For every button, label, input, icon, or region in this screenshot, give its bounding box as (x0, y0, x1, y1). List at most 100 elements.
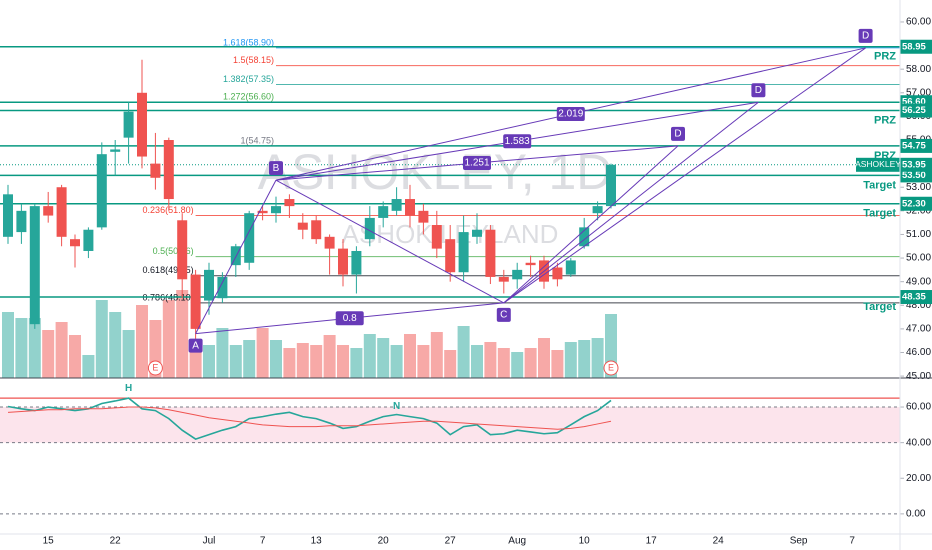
pattern-point-box (858, 28, 873, 43)
volume-bar (444, 350, 457, 378)
ratio-label: 2.019 (558, 109, 583, 120)
candle-body (391, 199, 402, 211)
divergence-label: H (125, 383, 132, 394)
candle-body (257, 210, 268, 214)
fib-label: 1.382(57.35) (223, 74, 274, 84)
level-tag-label: 58.95 (902, 41, 926, 52)
volume-bar (203, 345, 215, 378)
volume-bar (578, 340, 591, 378)
volume-bar (296, 343, 309, 378)
x-tick-label: 20 (378, 536, 390, 547)
volume-bar (270, 340, 282, 378)
y-tick-label: 46.00 (906, 347, 931, 358)
volume-bar (69, 335, 81, 378)
candle-body (351, 250, 362, 275)
level-note: PRZ (874, 51, 896, 63)
candle-body (284, 199, 295, 207)
level-tag (900, 138, 932, 153)
candle-body (606, 164, 616, 207)
volume-bar (524, 348, 537, 378)
volume-bar (55, 322, 68, 378)
volume-bar (551, 350, 564, 378)
candle-body (431, 225, 442, 249)
candle-body (137, 92, 147, 157)
pattern-line (195, 179, 277, 334)
candle-body (552, 267, 563, 280)
y-tick-label: 20.00 (906, 473, 931, 484)
level-tag-label: 56.60 (902, 97, 926, 108)
volume-bar (229, 345, 242, 378)
candle-body (405, 199, 415, 216)
level-tag (900, 103, 932, 118)
volume-bar (404, 334, 416, 378)
ratio-label: 0.8 (343, 313, 357, 324)
candle-body (271, 206, 281, 214)
level-tag-label: 52.30 (902, 198, 926, 209)
candle-body (297, 222, 308, 230)
candle-body (579, 227, 590, 247)
level-tag (900, 196, 932, 211)
candle-body (204, 269, 214, 301)
earnings-marker (603, 360, 619, 376)
y-tick-label: 47.00 (906, 324, 931, 335)
volume-bar (42, 330, 55, 378)
volume-bar (591, 338, 604, 378)
candle-body (56, 187, 67, 237)
y-tick-label: 58.00 (906, 64, 931, 75)
candle-body (70, 239, 80, 247)
ratio-box (503, 134, 532, 149)
y-tick-label: 60.00 (906, 17, 931, 28)
candle-body (485, 229, 496, 277)
last-price-tag (900, 157, 932, 172)
candle-body (364, 217, 375, 240)
candle-body (230, 246, 241, 266)
volume-bar (497, 348, 510, 378)
fib-label: 0.618(49.25) (143, 265, 194, 275)
candle-body (592, 206, 603, 214)
level-tag (900, 290, 932, 305)
rsi-line (7, 406, 612, 430)
candle-body (110, 149, 121, 152)
volume-bar (283, 348, 296, 378)
y-tick-label: 51.00 (906, 229, 931, 240)
candle-body (525, 262, 536, 266)
x-tick-label: 15 (43, 536, 55, 547)
y-tick-label: 52.00 (906, 205, 931, 216)
volume-bar (28, 318, 41, 378)
y-tick-label: 40.00 (906, 437, 931, 448)
x-tick-label: 13 (311, 536, 323, 547)
candle-body (29, 206, 40, 325)
candle-body (498, 276, 509, 282)
pattern-point-box (188, 338, 203, 353)
level-note: PRZ (874, 114, 896, 126)
level-note: Target (863, 179, 896, 191)
volume-bar (176, 290, 189, 378)
last-price-name-box (856, 157, 900, 172)
fib-label: 0.236(51.80) (143, 205, 194, 215)
volume-bar (243, 340, 256, 378)
ratio-label: 1.251 (464, 158, 489, 169)
x-tick-label: Jul (203, 536, 216, 547)
volume-bar (390, 345, 403, 378)
candle-body (3, 194, 13, 237)
volume-bar (189, 345, 202, 378)
volume-bar (350, 348, 363, 378)
volume-bar (430, 332, 443, 378)
volume-bar (216, 328, 229, 378)
x-tick-label: 22 (110, 536, 122, 547)
x-tick-label: 24 (713, 536, 725, 547)
ratio-label: 1.583 (505, 136, 530, 147)
level-tag-label: 56.25 (902, 105, 926, 116)
pattern-line (503, 47, 866, 304)
volume-bar (511, 352, 524, 378)
level-tag-label: 48.35 (902, 292, 926, 303)
earnings-label: E (608, 362, 614, 372)
pattern-line (503, 101, 759, 304)
level-tag-label: 53.50 (902, 170, 926, 181)
pattern-point-label: B (273, 163, 280, 174)
volume-bar (363, 334, 376, 378)
volume-bar (457, 326, 470, 378)
y-tick-label: 45.00 (906, 371, 931, 382)
